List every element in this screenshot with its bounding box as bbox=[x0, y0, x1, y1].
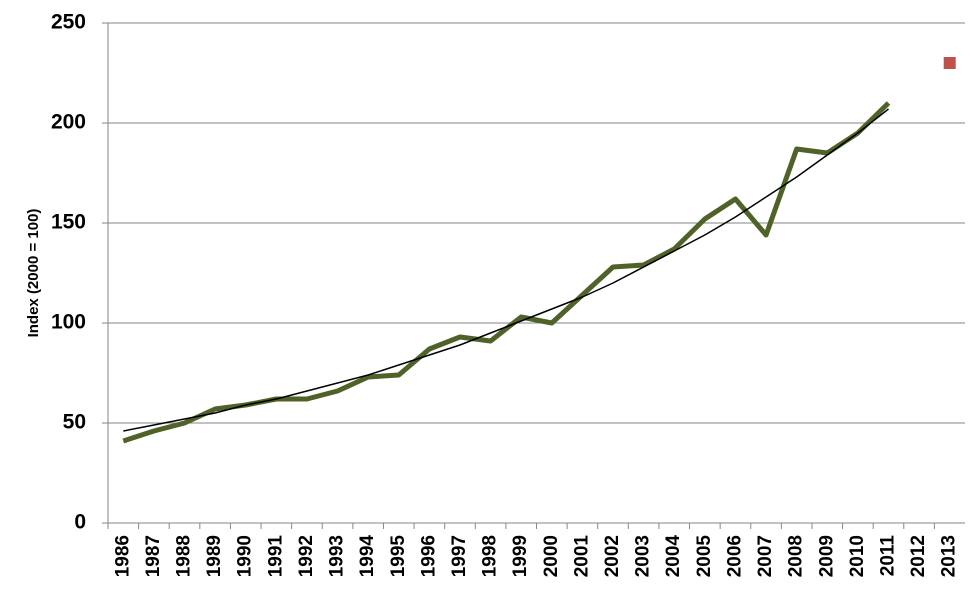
x-tick-label: 2006 bbox=[724, 535, 745, 577]
x-tick-label: 2010 bbox=[847, 535, 868, 577]
x-tick-label: 1999 bbox=[510, 535, 531, 577]
line bbox=[122, 101, 891, 444]
x-tick-label: 2007 bbox=[755, 535, 776, 577]
x-tick-label: 1992 bbox=[296, 535, 317, 577]
x-tick-label: 2003 bbox=[633, 535, 654, 577]
x-tick-label: 2005 bbox=[694, 535, 715, 578]
x-tick-label: 1988 bbox=[174, 535, 195, 577]
x-tick-label: 1995 bbox=[388, 535, 409, 578]
x-tick-label: 2004 bbox=[663, 535, 684, 578]
x-tick-label: 2011 bbox=[877, 535, 898, 577]
x-tick-label: 1993 bbox=[327, 535, 348, 577]
x-tick-label: 2001 bbox=[571, 535, 592, 578]
x-tick-label: 2009 bbox=[816, 535, 837, 577]
y-tick-label: 200 bbox=[51, 111, 86, 134]
x-tick-label: 2012 bbox=[908, 535, 929, 577]
x-tick-label: 1994 bbox=[357, 535, 378, 578]
y-tick-label: 250 bbox=[51, 11, 86, 34]
y-tick-label: 50 bbox=[63, 411, 86, 434]
marker bbox=[943, 57, 956, 69]
x-tick-label: 2008 bbox=[786, 535, 807, 577]
x-tick-label: 1998 bbox=[480, 535, 501, 577]
y-tick-label: 100 bbox=[51, 311, 86, 334]
y-tick-label: 0 bbox=[74, 511, 86, 534]
x-tick-label: 1991 bbox=[265, 535, 286, 578]
x-tick-label: 1989 bbox=[204, 535, 225, 577]
x-tick-label: 2002 bbox=[602, 535, 623, 577]
x-tick-label: 1986 bbox=[112, 535, 133, 577]
x-tick-label: 1987 bbox=[143, 535, 164, 577]
x-tick-label: 1996 bbox=[418, 535, 439, 577]
line bbox=[123, 108, 889, 432]
x-tick-label: 2000 bbox=[541, 535, 562, 577]
x-tick-label: 1997 bbox=[449, 535, 470, 577]
x-tick-label: 2013 bbox=[939, 535, 960, 577]
y-axis-label: Index (2000 = 100) bbox=[25, 209, 42, 338]
y-tick-label: 150 bbox=[51, 211, 86, 234]
x-tick-label: 1990 bbox=[235, 535, 256, 577]
